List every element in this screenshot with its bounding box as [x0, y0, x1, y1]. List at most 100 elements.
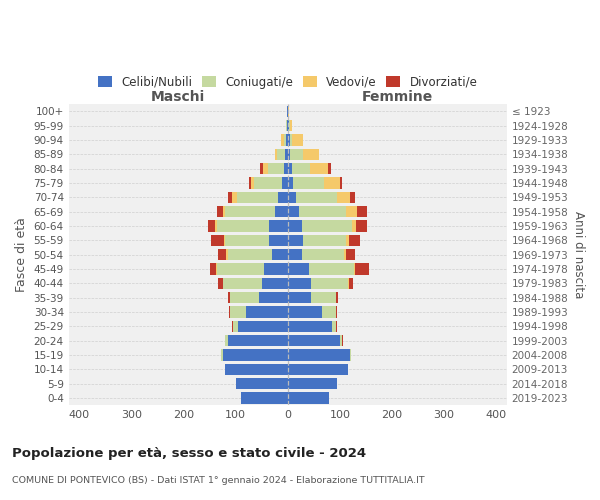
Bar [287, 263, 308, 274]
Bar [223, 206, 225, 218]
Bar [290, 148, 304, 160]
Bar [217, 206, 223, 218]
Bar [268, 163, 284, 174]
Bar [262, 278, 287, 289]
Bar [356, 206, 367, 218]
Bar [328, 163, 331, 174]
Bar [278, 192, 287, 203]
Bar [289, 120, 290, 132]
Bar [287, 234, 304, 246]
Y-axis label: Fasce di età: Fasce di età [15, 217, 28, 292]
Bar [263, 163, 268, 174]
Bar [287, 278, 311, 289]
Text: Maschi: Maschi [151, 90, 205, 104]
Bar [290, 120, 292, 132]
Bar [352, 220, 356, 232]
Bar [287, 163, 292, 174]
Bar [310, 163, 328, 174]
Bar [287, 177, 293, 188]
Bar [226, 249, 228, 260]
Bar [287, 148, 290, 160]
Bar [292, 134, 303, 145]
Bar [264, 263, 287, 274]
Bar [272, 249, 287, 260]
Bar [283, 177, 287, 188]
Bar [223, 349, 287, 360]
Bar [216, 263, 217, 274]
Bar [248, 177, 251, 188]
Bar [281, 134, 284, 145]
Bar [236, 192, 278, 203]
Bar [269, 234, 287, 246]
Bar [324, 177, 340, 188]
Bar [225, 234, 269, 246]
Bar [299, 206, 346, 218]
Bar [215, 220, 217, 232]
Bar [287, 335, 340, 346]
Bar [336, 306, 337, 318]
Bar [232, 192, 236, 203]
Bar [285, 148, 287, 160]
Bar [221, 349, 223, 360]
Bar [228, 249, 272, 260]
Bar [346, 249, 355, 260]
Bar [217, 220, 269, 232]
Bar [355, 263, 368, 274]
Bar [277, 148, 285, 160]
Bar [225, 364, 287, 375]
Bar [236, 378, 287, 390]
Bar [340, 177, 343, 188]
Bar [287, 364, 347, 375]
Legend: Celibi/Nubili, Coniugati/e, Vedovi/e, Divorziati/e: Celibi/Nubili, Coniugati/e, Vedovi/e, Di… [93, 71, 482, 94]
Bar [238, 320, 287, 332]
Y-axis label: Anni di nascita: Anni di nascita [572, 211, 585, 298]
Bar [218, 249, 226, 260]
Bar [322, 306, 336, 318]
Bar [228, 192, 232, 203]
Bar [308, 263, 355, 274]
Text: COMUNE DI PONTEVICO (BS) - Dati ISTAT 1° gennaio 2024 - Elaborazione TUTTITALIA.: COMUNE DI PONTEVICO (BS) - Dati ISTAT 1°… [12, 476, 425, 485]
Bar [287, 206, 299, 218]
Bar [349, 278, 353, 289]
Bar [337, 192, 350, 203]
Bar [296, 192, 337, 203]
Bar [293, 177, 324, 188]
Bar [292, 163, 310, 174]
Bar [241, 392, 287, 404]
Bar [275, 206, 287, 218]
Bar [230, 292, 259, 304]
Bar [233, 320, 238, 332]
Bar [290, 134, 292, 145]
Bar [344, 249, 346, 260]
Bar [332, 320, 336, 332]
Bar [287, 220, 302, 232]
Bar [287, 378, 337, 390]
Bar [287, 306, 322, 318]
Bar [210, 263, 216, 274]
Bar [284, 163, 287, 174]
Bar [287, 134, 290, 145]
Bar [275, 148, 277, 160]
Bar [336, 292, 338, 304]
Bar [225, 335, 228, 346]
Text: Popolazione per età, sesso e stato civile - 2024: Popolazione per età, sesso e stato civil… [12, 448, 366, 460]
Bar [287, 320, 332, 332]
Bar [217, 263, 264, 274]
Bar [284, 134, 286, 145]
Bar [286, 134, 287, 145]
Bar [211, 234, 224, 246]
Bar [287, 192, 296, 203]
Bar [311, 292, 336, 304]
Bar [340, 335, 343, 346]
Bar [346, 234, 349, 246]
Bar [336, 320, 337, 332]
Bar [349, 234, 360, 246]
Text: Femmine: Femmine [362, 90, 433, 104]
Bar [208, 220, 215, 232]
Bar [230, 306, 246, 318]
Bar [311, 278, 347, 289]
Bar [254, 177, 283, 188]
Bar [225, 206, 275, 218]
Bar [251, 177, 254, 188]
Bar [350, 349, 352, 360]
